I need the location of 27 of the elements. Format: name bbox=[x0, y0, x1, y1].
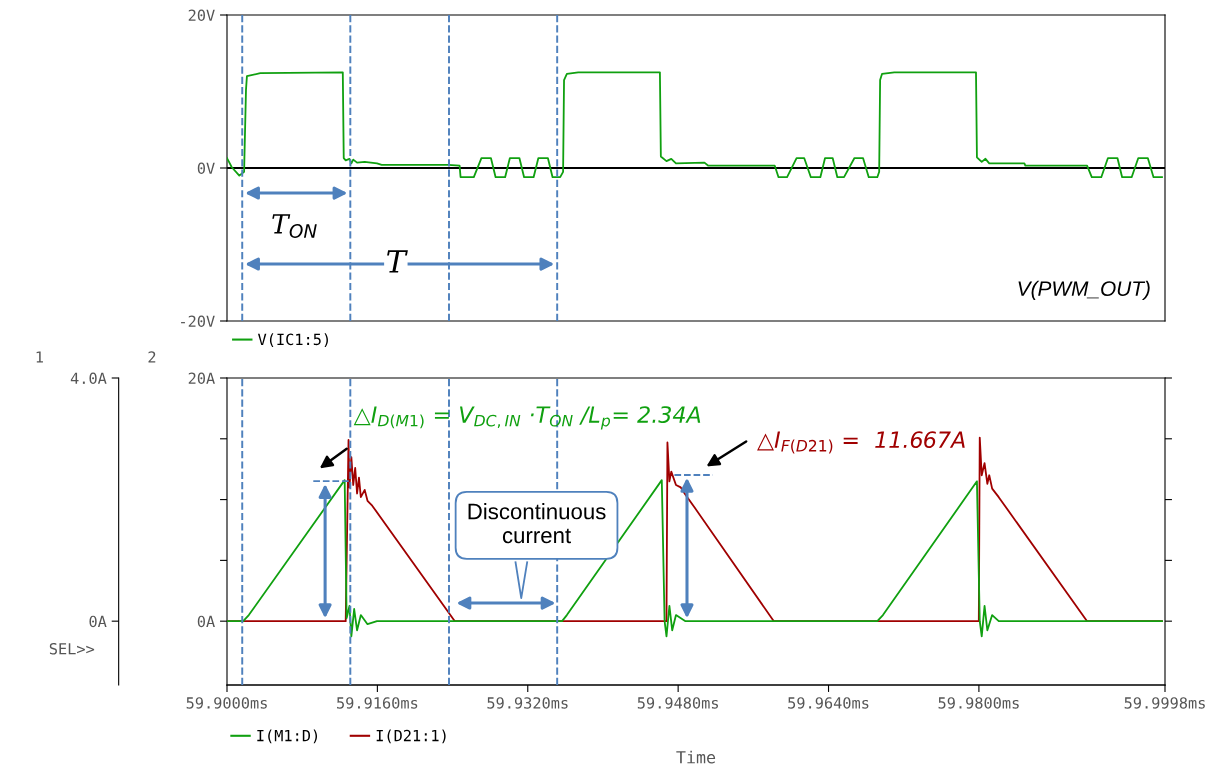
y-axis-title: 1 bbox=[36, 351, 43, 363]
legend-label: V(IC1:5) bbox=[257, 333, 328, 347]
x-tick-label: 59.9000ms bbox=[186, 697, 267, 709]
annotation: T$_{ON}$ bbox=[272, 214, 317, 238]
y-tick-label: 4.0A bbox=[70, 372, 107, 385]
x-tick-label: 59.9320ms bbox=[487, 697, 568, 709]
annotation: Discontinuous current bbox=[468, 503, 606, 544]
x-tick-label: 59.9640ms bbox=[788, 697, 869, 709]
annotation: T bbox=[387, 250, 408, 273]
x-tick-label: 59.9800ms bbox=[938, 697, 1019, 709]
line-series bbox=[227, 71, 1163, 179]
annotation: V(PWM_OUT) bbox=[1018, 280, 1150, 301]
x-tick-label: 59.9160ms bbox=[337, 697, 418, 709]
annotation: △I$_{F(D21)}$ = 11.667A bbox=[757, 431, 965, 454]
y-tick-label: 0V bbox=[197, 162, 215, 175]
x-axis-title: Time bbox=[676, 750, 716, 764]
legend-label: I(M1:D) bbox=[257, 729, 318, 744]
text: SEL>> bbox=[49, 642, 95, 655]
y-tick-label: -20V bbox=[181, 315, 215, 328]
legend-label: I(D21:1) bbox=[376, 729, 446, 744]
x-tick-label: 59.9480ms bbox=[637, 697, 719, 709]
y-tick-label: 20V bbox=[188, 9, 215, 22]
y2-axis-title: 2 bbox=[148, 351, 156, 363]
line-series bbox=[227, 479, 1163, 638]
text: △I$_{D(M1)}$ = V$_{DC,IN}$ ·T$_{ON}$ /L$_{p}$= 2.34A bbox=[353, 406, 701, 430]
x-tick-label: 59.9998ms bbox=[1124, 697, 1205, 709]
y2-tick-label: 20A bbox=[188, 372, 215, 385]
